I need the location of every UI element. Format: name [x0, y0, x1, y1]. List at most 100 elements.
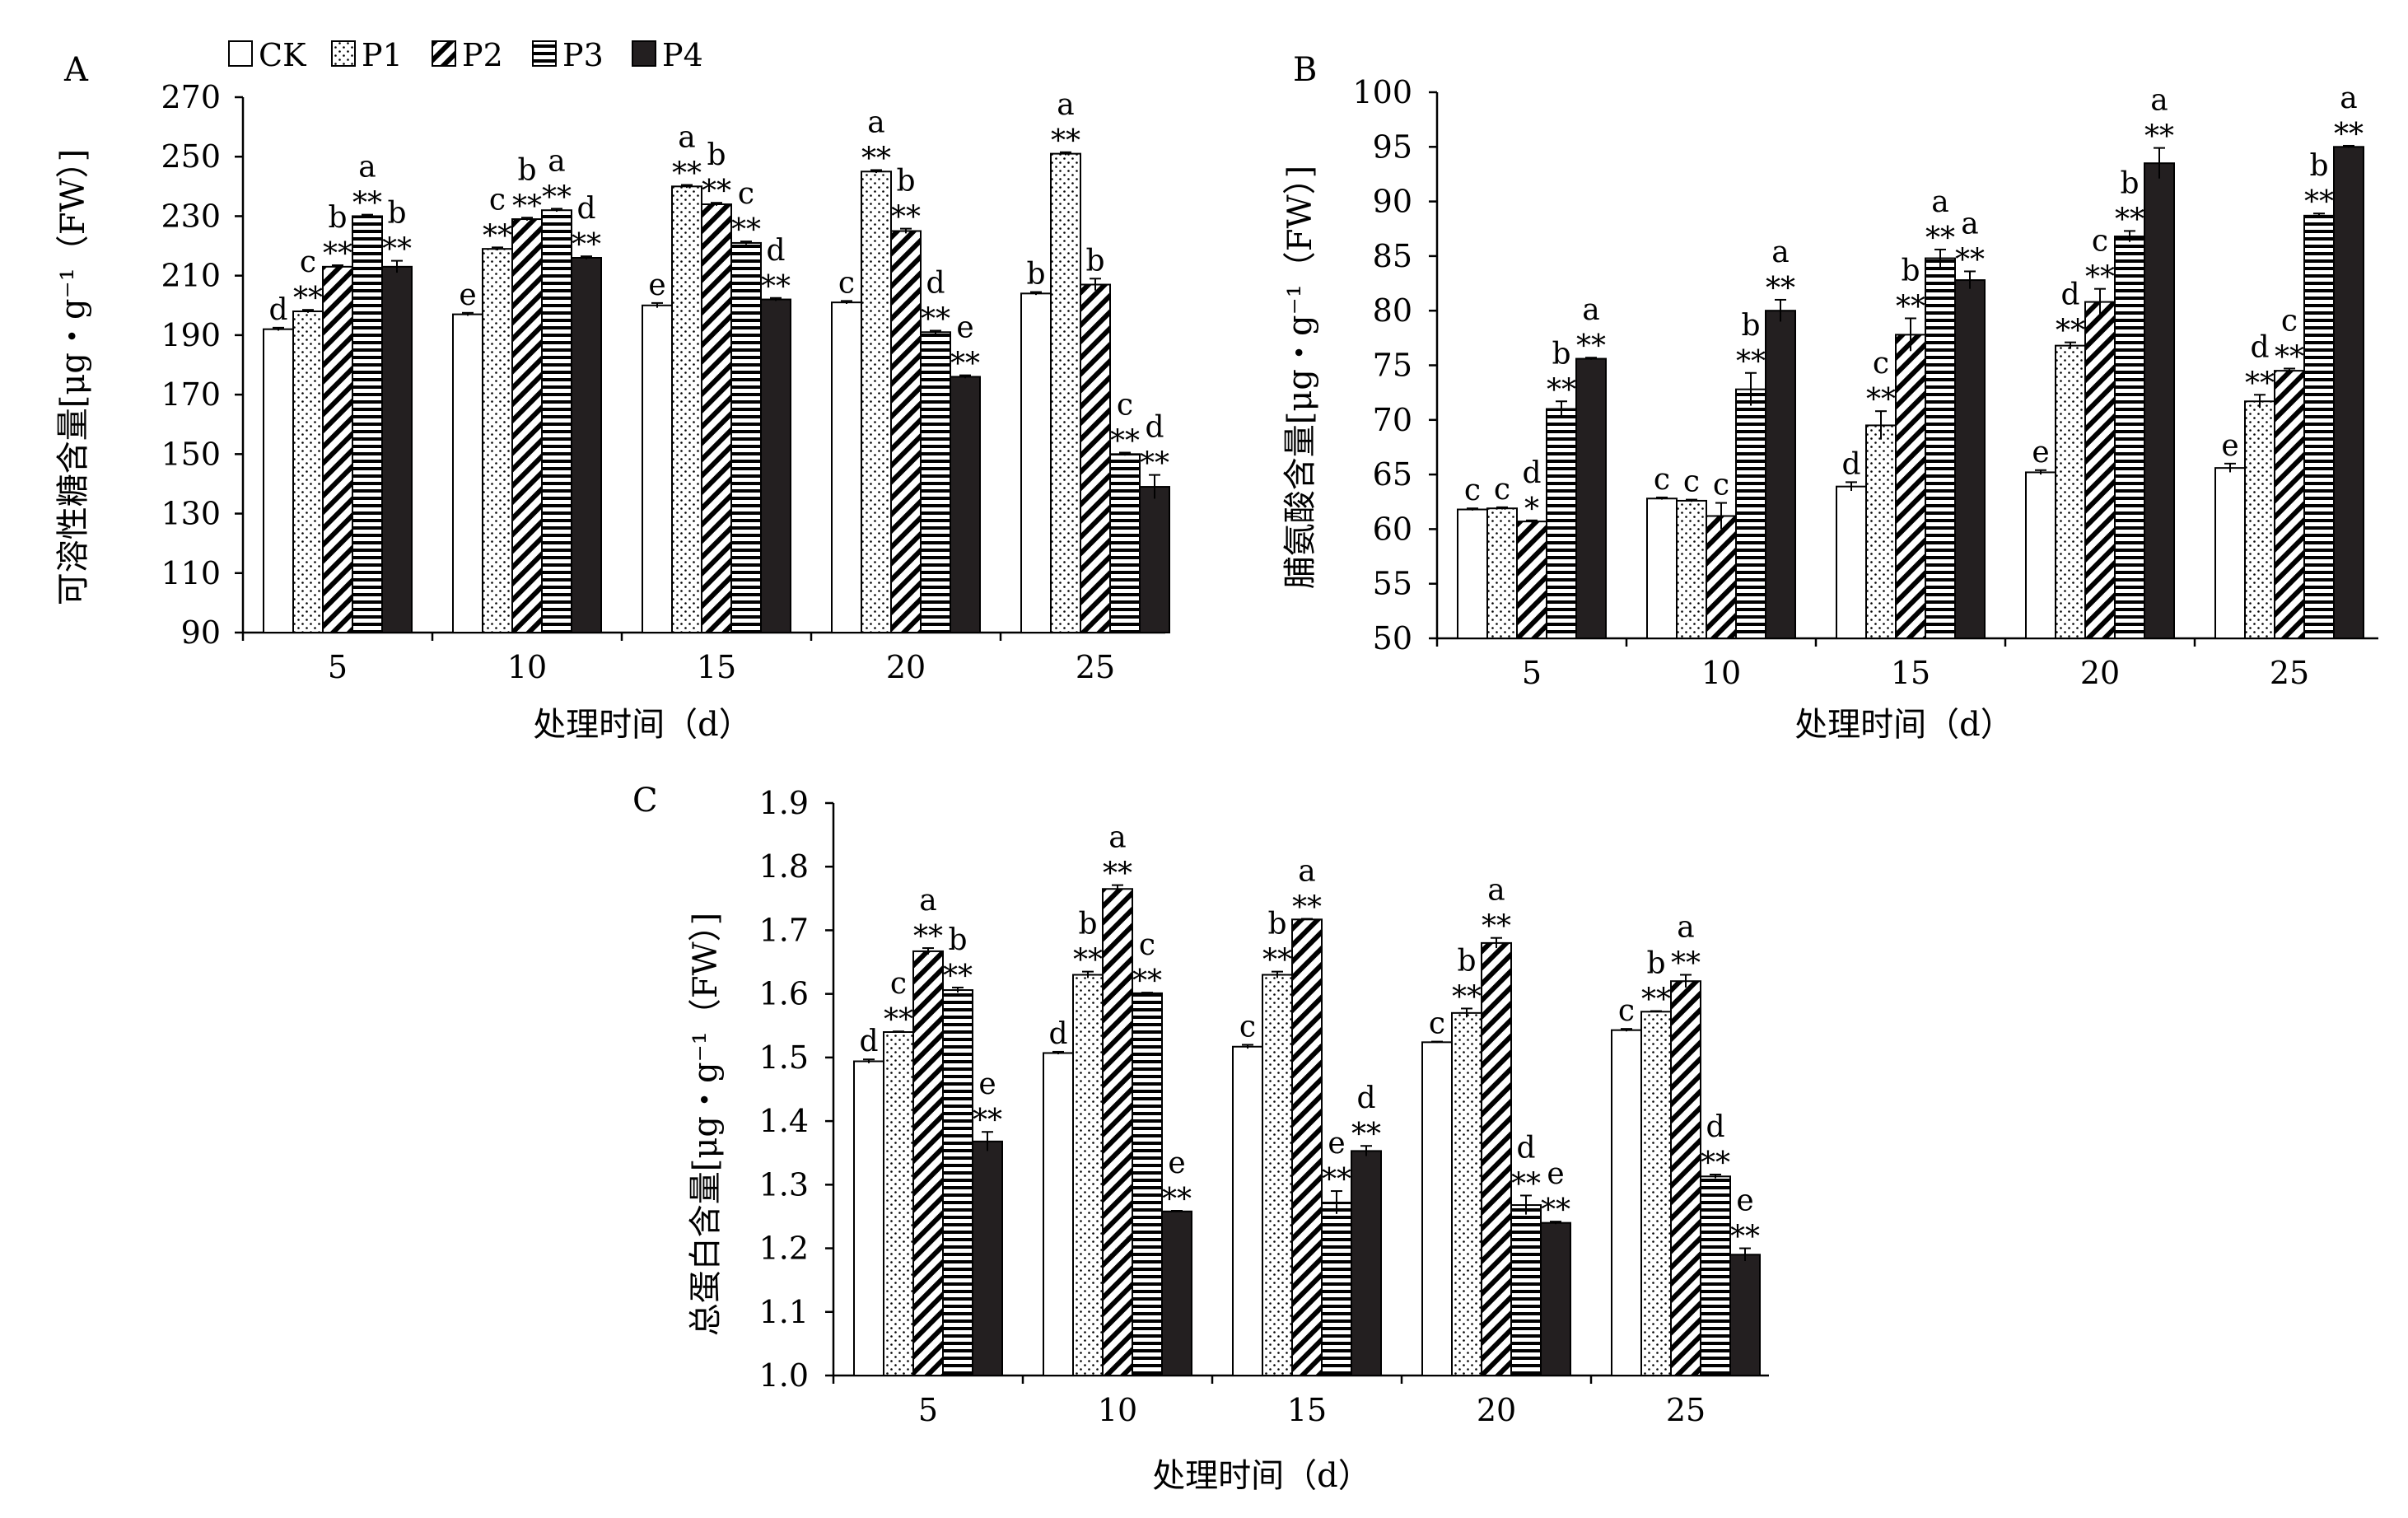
panel-a-bar-p2-15 — [701, 203, 732, 633]
panel-c-significance-letter: a — [1298, 855, 1315, 889]
panel-a-x-axis-title: 处理时间（d） — [533, 706, 752, 744]
panel-c-significance-letter: c — [1429, 1007, 1445, 1041]
panel-b-significance-letter: a — [1582, 293, 1599, 327]
panel-a-significance-letter: a — [1057, 88, 1074, 122]
panel-a-significance-letter: d — [766, 234, 785, 268]
panel-a-significance-stars: ** — [891, 201, 921, 235]
panel-a-significance-stars: ** — [921, 302, 950, 336]
panel-a-bar-p3-15 — [730, 241, 762, 633]
chart-panel-a: A 可溶性糖含量[μg・g⁻¹（FW）] 处理时间（d） 90 110 130 150… — [54, 51, 1170, 744]
panel-a-significance-stars: ** — [512, 189, 542, 223]
panel-a-significance-stars: ** — [672, 157, 702, 191]
panel-b-bar-p1-20 — [2055, 344, 2086, 639]
panel-c-significance-stars: ** — [1541, 1193, 1570, 1227]
panel-c-significance-letter: c — [890, 967, 907, 1001]
panel-a-bar-p1-20 — [861, 170, 892, 633]
panel-a-significance-stars: ** — [1140, 447, 1169, 481]
panel-c-significance-stars: ** — [1511, 1167, 1541, 1201]
panel-b-bar-p1-10 — [1676, 499, 1707, 640]
panel-c-significance-stars: ** — [1482, 910, 1511, 944]
panel-a-significance-letter: b — [1085, 244, 1104, 278]
panel-b-significance-letter: e — [2032, 436, 2049, 469]
panel-a-significance-stars: ** — [761, 270, 791, 304]
panel-a-significance-letter: c — [838, 266, 855, 300]
panel-c-significance-letter: d — [1706, 1110, 1724, 1144]
panel-a-significance-letter: b — [517, 153, 536, 187]
panel-b-significance-letter: b — [1552, 337, 1570, 371]
panel-b-significance-letter: c — [1683, 465, 1700, 499]
panel-a-significance-stars: ** — [352, 187, 382, 221]
panel-c-bar-p2-20 — [1481, 941, 1512, 1376]
panel-c-y-tick-label: 1.6 — [759, 976, 809, 1012]
panel-c-significance-letter: b — [1267, 908, 1286, 941]
panel-b-significance-stars: ** — [1896, 290, 1925, 324]
legend-label-p4: P4 — [662, 37, 703, 73]
panel-b-significance-letter: a — [2150, 84, 2168, 118]
panel-b-x-tick-label: 25 — [2270, 655, 2309, 691]
panel-b-bar-p1-25 — [2244, 400, 2275, 639]
panel-a-y-tick-label: 270 — [161, 79, 221, 115]
panel-a-significance-stars: ** — [1110, 425, 1140, 459]
panel-a-bar-ck-20 — [831, 301, 862, 633]
panel-b-y-tick-label: 80 — [1373, 292, 1412, 329]
panel-c-significance-letter: d — [859, 1025, 878, 1058]
panel-b-significance-letter: a — [2340, 82, 2357, 115]
panel-c-bar-p1-15 — [1262, 974, 1293, 1376]
panel-a-significance-stars: ** — [293, 282, 323, 315]
panel-c-significance-stars: ** — [1730, 1221, 1760, 1254]
panel-b-significance-letter: a — [1771, 236, 1789, 269]
legend-swatch-p4 — [632, 40, 656, 67]
panel-b-significance-letter: a — [1961, 207, 1978, 241]
panel-b-bar-p4-15 — [1954, 279, 1986, 639]
panel-b-bar-ck-10 — [1646, 497, 1678, 639]
panel-c-x-axis-title: 处理时间（d） — [1152, 1457, 1371, 1495]
panel-b-significance-letter: d — [2250, 330, 2269, 364]
legend-label-p3: P3 — [562, 37, 604, 73]
panel-a-significance-stars: ** — [483, 219, 512, 253]
panel-b-bar-p4-5 — [1575, 357, 1607, 639]
panel-b-significance-stars: ** — [2085, 261, 2115, 295]
panel-b-x-tick-label: 15 — [1891, 655, 1930, 691]
panel-c-significance-letter: d — [1516, 1131, 1535, 1165]
panel-b-significance-letter: c — [1494, 473, 1510, 507]
panel-c-y-tick-label: 1.2 — [759, 1231, 809, 1267]
panel-a-bar-p3-20 — [920, 331, 951, 633]
panel-a-significance-letter: c — [489, 183, 506, 217]
panel-c-y-tick-label: 1.5 — [759, 1039, 809, 1076]
panel-a-bar-p3-10 — [541, 209, 572, 633]
panel-a-significance-stars: ** — [572, 228, 601, 262]
panel-c-y-tick-label: 1.0 — [759, 1357, 809, 1394]
panel-b-significance-stars: ** — [1766, 272, 1795, 306]
panel-letter-a: A — [63, 51, 89, 89]
panel-a-bar-p4-20 — [950, 376, 981, 633]
panel-a-significance-letter: c — [1117, 389, 1133, 423]
chart-panel-b: B 脯氨酸含量[μg・g⁻¹（FW）] 处理时间（d） 50 55 60 65 70 75… — [1281, 51, 2378, 744]
panel-a-significance-stars: ** — [950, 348, 980, 381]
panel-c-y-tick-label: 1.4 — [759, 1103, 809, 1139]
panel-c-bar-p3-25 — [1700, 1175, 1731, 1376]
panel-a-x-tick-label: 10 — [507, 649, 547, 685]
panel-a-significance-letter: b — [328, 201, 347, 235]
panel-c-significance-stars: ** — [1351, 1118, 1381, 1151]
panel-c-bar-p1-25 — [1640, 1011, 1672, 1377]
panel-a-significance-letter: c — [738, 177, 754, 211]
panel-a-bar-p2-10 — [511, 218, 543, 633]
panel-a-y-tick-label: 250 — [161, 138, 221, 175]
panel-b-y-tick-label: 55 — [1373, 566, 1412, 602]
panel-c-bar-p2-15 — [1291, 918, 1323, 1376]
panel-a-bar-p3-25 — [1109, 453, 1141, 633]
panel-c-significance-letter: a — [919, 884, 936, 918]
panel-a-bar-ck-25 — [1020, 292, 1052, 633]
panel-a-bar-ck-10 — [452, 313, 483, 633]
panel-a-significance-stars: ** — [861, 142, 891, 175]
panel-a-bar-p4-5 — [381, 265, 413, 633]
panel-c-bar-p3-5 — [942, 989, 973, 1376]
panel-c-y-tick-label: 1.8 — [759, 848, 809, 885]
legend-label-ck: CK — [259, 37, 306, 73]
legend-label-p1: P1 — [362, 37, 403, 73]
panel-b-x-tick-label: 20 — [2080, 655, 2120, 691]
panel-c-bar-p3-20 — [1510, 1204, 1542, 1376]
panel-c-bar-p3-10 — [1132, 992, 1163, 1376]
panel-c-significance-stars: ** — [943, 960, 973, 993]
panel-a-significance-stars: ** — [1051, 124, 1080, 158]
